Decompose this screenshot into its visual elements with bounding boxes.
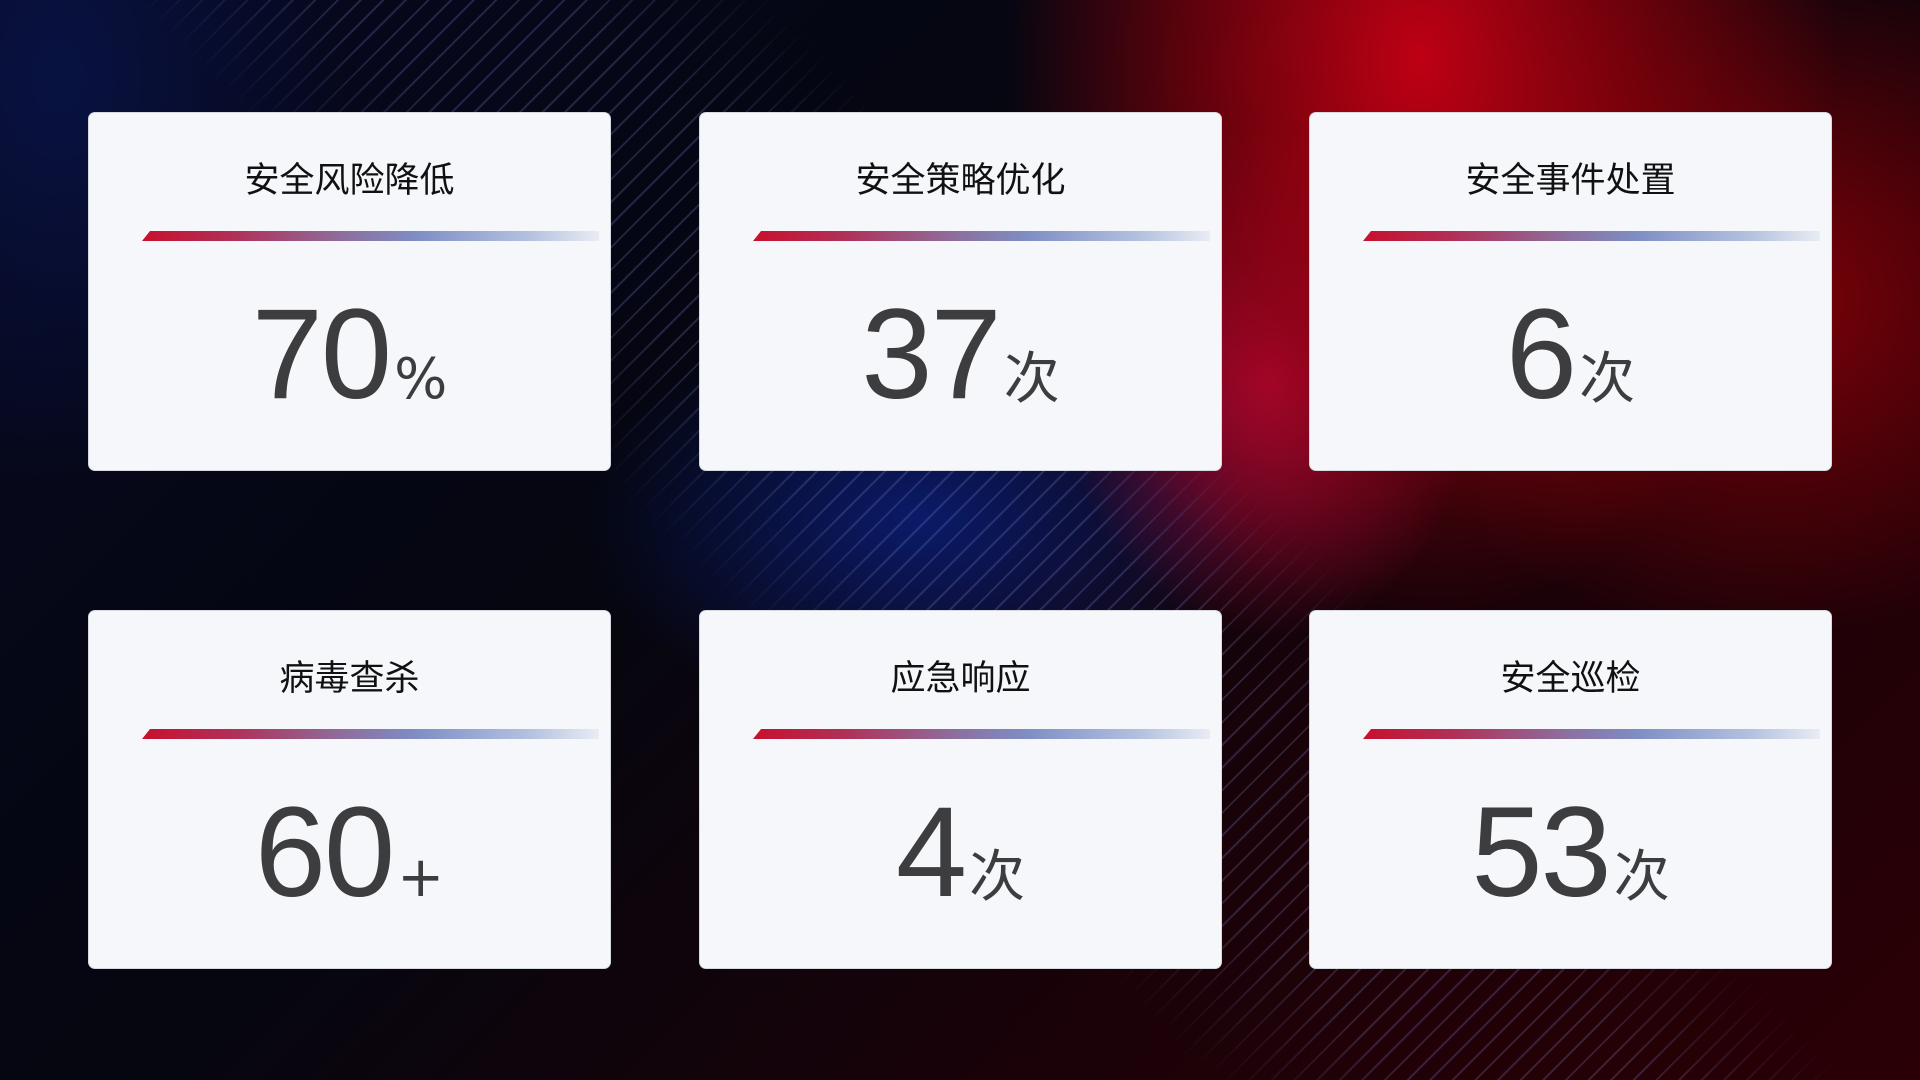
card-title: 病毒查杀 <box>279 659 420 699</box>
card-divider <box>753 231 1210 241</box>
value-number: 60 <box>254 781 395 924</box>
card-title: 应急响应 <box>890 659 1031 699</box>
value-number: 70 <box>251 283 392 426</box>
stat-card-risk-reduction: 安全风险降低 70% <box>89 113 610 470</box>
card-divider <box>142 231 599 241</box>
card-divider <box>753 729 1210 739</box>
value-number: 53 <box>1471 781 1611 924</box>
value-unit: 次 <box>1613 845 1670 910</box>
card-title: 安全策略优化 <box>855 161 1066 201</box>
value-number: 4 <box>895 781 967 924</box>
value-unit: 次 <box>969 845 1026 910</box>
card-value: 6次 <box>1310 281 1831 428</box>
value-unit: 次 <box>1003 347 1060 412</box>
stat-card-virus-removal: 病毒查杀 60+ <box>89 611 610 968</box>
value-unit: + <box>397 845 445 910</box>
card-divider <box>1363 729 1820 739</box>
card-divider <box>1363 231 1820 241</box>
card-divider <box>142 729 599 739</box>
stat-card-incident-handling: 安全事件处置 6次 <box>1310 113 1831 470</box>
card-value: 53次 <box>1310 779 1831 926</box>
stat-card-policy-optimization: 安全策略优化 37次 <box>700 113 1221 470</box>
value-number: 6 <box>1505 283 1577 426</box>
card-value: 60+ <box>89 779 610 926</box>
stat-card-emergency-response: 应急响应 4次 <box>700 611 1221 968</box>
stat-card-security-patrol: 安全巡检 53次 <box>1310 611 1831 968</box>
value-unit: % <box>394 347 448 412</box>
value-unit: 次 <box>1579 347 1636 412</box>
card-value: 70% <box>89 281 610 428</box>
card-title: 安全巡检 <box>1500 659 1641 699</box>
card-value: 37次 <box>700 281 1221 428</box>
card-title: 安全事件处置 <box>1465 161 1676 201</box>
value-number: 37 <box>861 283 1001 426</box>
card-value: 4次 <box>700 779 1221 926</box>
card-title: 安全风险降低 <box>244 161 455 201</box>
